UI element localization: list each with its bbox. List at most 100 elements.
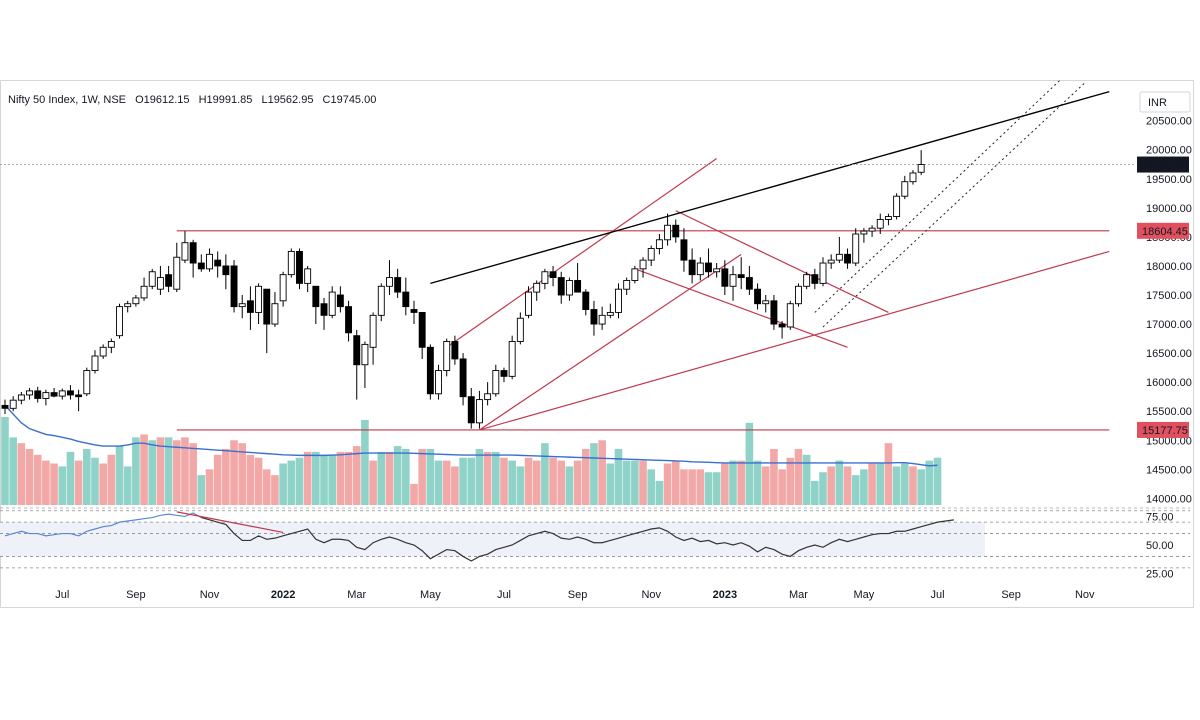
candle-body [1,404,9,409]
candle-body [83,370,91,395]
volume-bar [132,437,140,505]
volume-bar [639,460,647,505]
volume-bar [451,466,459,505]
volume-bar [287,460,296,505]
candle-body [148,271,156,287]
candle-body [729,274,737,287]
candle-body [655,239,663,249]
candle-body [377,285,385,316]
candle-body [132,297,140,305]
candle-body [345,306,353,334]
volume-bar [1,417,9,505]
candle-body [541,271,549,284]
volume-bar [622,460,631,505]
volume-bar [140,434,148,505]
volume-bar [33,454,42,505]
rsi-tick-label: 25.00 [1146,569,1174,581]
volume-bar [328,454,336,505]
candle-body [549,271,557,279]
trendline-red [479,250,1110,431]
volume-bar [254,457,263,505]
level-tag [1137,222,1189,239]
y-tick-label: 20000.00 [1146,145,1192,157]
candle-body [745,277,753,290]
candle-body [852,233,860,264]
volume-bar [524,457,533,505]
volume-bar [74,460,83,505]
volume-bar [729,460,737,505]
currency-label: INR [1148,97,1167,109]
volume-bar [467,457,476,505]
candle-body [516,317,524,342]
volume-bar [892,466,901,505]
candle-body [230,265,238,308]
volume-bar [172,440,181,505]
y-tick-label: 18000.00 [1146,261,1192,273]
candle-body [320,303,328,316]
volume-bar [483,451,492,505]
volume-bar [344,451,353,505]
low-value: L19562.95 [261,94,314,106]
candle-body [181,242,189,261]
volume-bar [573,460,582,505]
candle-body [508,341,516,377]
candle-body [222,265,230,276]
chart-frame [0,80,1194,608]
candle-body [475,399,483,424]
candle-body [353,335,361,366]
candle-body [770,300,778,325]
volume-bar [876,463,885,505]
volume-bar [614,448,623,505]
candle-body [140,285,148,299]
volume-bar [66,451,75,505]
volume-bar [369,460,377,505]
x-tick-label: Nov [200,589,220,601]
chart-header: Nifty 50 Index, 1W, NSE O19612.15 H19991… [8,94,382,106]
candle-body [574,280,582,293]
x-tick-label: Sep [568,589,588,601]
high-value: H19991.85 [198,94,253,106]
volume-bar [663,463,672,505]
candle-body [664,224,672,241]
candle-body [26,390,33,396]
last-price-label: 19745.00 [1142,160,1188,172]
trendline-red [675,210,889,313]
y-tick-label: 14000.00 [1146,493,1192,505]
candle-body [917,164,925,173]
candle-body [737,274,745,279]
volume-bar [508,460,516,505]
volume-bar [704,472,713,505]
volume-bar [811,480,819,505]
volume-bar [9,437,17,505]
volume-bar [851,475,860,505]
volume-bar [91,457,99,505]
volume-bar [213,454,222,505]
candle-body [263,288,271,325]
candle-body [762,300,770,305]
volume-bar [917,469,925,505]
volume-bar [418,448,426,505]
candle-body [189,242,197,264]
x-tick-label: Mar [347,589,366,601]
candle-body [9,399,17,409]
y-tick-label: 15000.00 [1146,435,1192,447]
candle-body [884,216,892,220]
candle-body [255,285,263,313]
volume-bar [377,451,386,505]
volume-bar [794,448,803,505]
rsi-tick-label: 75.00 [1146,511,1174,523]
open-value: O19612.15 [135,94,190,106]
candle-body [876,219,884,229]
volume-bar [336,451,345,505]
volume-bar [606,463,615,505]
volume-bar [262,469,271,505]
volume-bar [541,443,549,505]
volume-bar [696,469,705,505]
candle-body [484,393,492,401]
volume-bar [770,448,778,505]
volume-bar [320,454,328,505]
volume-bar [680,469,688,505]
candle-body [721,268,729,287]
candle-body [672,224,680,238]
